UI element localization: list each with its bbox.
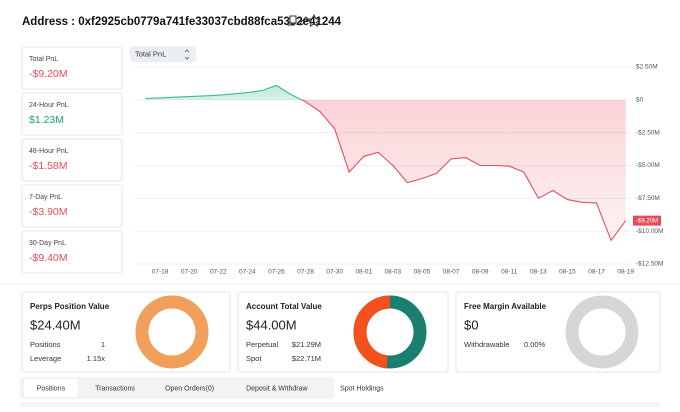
card-title: Free Margin Available [464, 302, 547, 311]
tab-bar [20, 377, 334, 399]
selector-label[interactable]: Total PnL [135, 49, 166, 58]
x-tick-label: 08-19 [617, 269, 634, 276]
x-tick-label: 07-22 [210, 269, 227, 276]
tabs: Positions Transactions Open Orders(0) Depos… [24, 379, 384, 397]
y-tick-label: -$10.00M [636, 228, 663, 235]
selector-box[interactable] [130, 46, 196, 62]
card-value: $24.40M [30, 317, 81, 332]
x-tick-label: 07-18 [152, 269, 169, 276]
x-tick-label: 08-17 [588, 269, 605, 276]
cards: Perps Position Value $24.40M Positions 1 Lev… [21, 291, 661, 373]
summary-card [21, 291, 231, 373]
y-tick-label: -$7.50M [636, 195, 660, 202]
donut [565, 295, 639, 369]
x-tick-label: 08-13 [530, 269, 547, 276]
row-value: 1 [101, 340, 105, 349]
tab[interactable]: Deposit & Withdraw [246, 385, 308, 392]
row-value: $22.71M [292, 354, 321, 363]
stat-card [21, 230, 123, 274]
stat-value: -$1.58M [29, 160, 68, 172]
tab[interactable]: Spot Holdings [340, 385, 384, 392]
last-value-badge [633, 215, 661, 226]
tab[interactable]: Positions [37, 385, 66, 392]
stat-value: -$3.90M [29, 206, 68, 218]
x-tick-label: 07-20 [181, 269, 198, 276]
donut-segment [353, 295, 427, 369]
x-tick-label: 08-11 [501, 269, 518, 276]
chart: $2.50M $0 -$2.50M -$5.00M -$7.50M -$10.00M -$1… [135, 64, 663, 276]
y-tick-label: -$2.50M [636, 129, 660, 136]
stat-value: -$9.20M [29, 68, 68, 80]
row-label: Spot [246, 354, 262, 363]
x-tick-label: 08-07 [443, 269, 460, 276]
stat-label: 48-Hour PnL [29, 148, 69, 155]
stat-label: 7-Day PnL [29, 194, 62, 201]
selector-arrow[interactable] [184, 49, 190, 60]
row-label: Withdrawable [464, 340, 509, 349]
tab-active[interactable] [24, 379, 78, 397]
donut [135, 295, 209, 369]
summary-card [455, 291, 661, 373]
address-title: Address : 0xf2925cb0779a741fe33037cbd88f… [22, 16, 342, 28]
stat-label: 24-Hour PnL [29, 102, 69, 109]
stat-card [21, 92, 123, 136]
summary-card [237, 291, 449, 373]
row-label: Leverage [30, 354, 61, 363]
x-tick-label: 08-09 [472, 269, 489, 276]
y-tick-label: $0 [636, 97, 644, 104]
stat-card [21, 138, 123, 182]
y-tick-label: -$12.50M [636, 261, 663, 268]
y-tick-label: -$5.00M [636, 162, 660, 169]
row-label: Perpetual [246, 340, 278, 349]
stat-label: Total PnL [29, 56, 58, 63]
pnl-line [145, 84, 627, 242]
card-value: $44.00M [246, 317, 297, 332]
row-value: 0.00% [524, 340, 546, 349]
x-tick-label: 08-03 [385, 269, 402, 276]
stat-card [21, 46, 123, 90]
pnl-area [145, 85, 626, 241]
table-header [20, 402, 660, 407]
x-tick-label: 08-01 [355, 269, 372, 276]
last-value-label: -$9.20M [636, 219, 658, 225]
card-title: Perps Position Value [30, 302, 110, 311]
row-value: 1.15x [87, 354, 106, 363]
stat-value: -$9.40M [29, 252, 68, 264]
card-title: Account Total Value [246, 302, 322, 311]
tab[interactable]: Open Orders(0) [165, 385, 214, 392]
x-tick-label: 07-30 [326, 269, 343, 276]
header-icons[interactable] [287, 13, 321, 28]
x-tick-label: 07-24 [239, 269, 256, 276]
stat-card [21, 184, 123, 228]
selector[interactable]: Total PnL [130, 46, 196, 62]
stat-value: $1.23M [29, 114, 64, 126]
x-tick-label: 07-28 [297, 269, 314, 276]
stat-label: 30-Day PnL [29, 240, 66, 247]
x-tick-label: 07-26 [268, 269, 285, 276]
y-tick-label: $2.50M [636, 64, 658, 71]
tab[interactable]: Transactions [95, 385, 135, 392]
row-label: Positions [30, 340, 61, 349]
stats-panel: Total PnL -$9.20M 24-Hour PnL $1.23M 48-Hour… [21, 46, 123, 274]
x-tick-label: 08-05 [414, 269, 431, 276]
row-value: $21.29M [292, 340, 321, 349]
x-tick-label: 08-15 [559, 269, 576, 276]
card-value: $0 [464, 317, 478, 332]
